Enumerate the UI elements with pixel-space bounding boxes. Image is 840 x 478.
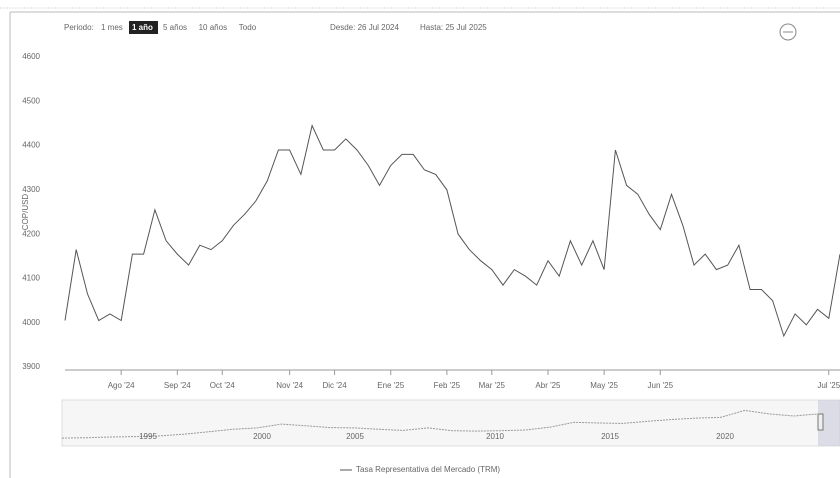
x-tick-label: Nov '24	[276, 381, 303, 390]
range-button[interactable]: 1 mes	[101, 23, 123, 32]
x-tick-label: Ago '24	[108, 381, 135, 390]
export-icon[interactable]	[779, 23, 797, 41]
y-tick-label: 4200	[22, 229, 40, 238]
period-label: Periodo:	[64, 23, 94, 32]
y-axis-title: COP/USD	[21, 194, 30, 231]
y-tick-label: 4300	[22, 185, 40, 194]
range-button[interactable]: 10 años	[199, 23, 227, 32]
range-button[interactable]: Todo	[239, 23, 257, 32]
y-tick-label: 4500	[22, 96, 40, 105]
navigator-label: 2010	[486, 432, 504, 441]
navigator-label: 2015	[601, 432, 619, 441]
x-tick-label: Mar '25	[479, 381, 506, 390]
x-tick-label: Abr '25	[535, 381, 561, 390]
y-tick-label: 3900	[22, 362, 40, 371]
range-button-bg[interactable]	[129, 21, 158, 34]
navigator-label: 2020	[716, 432, 734, 441]
to-date: Hasta: 25 Jul 2025	[420, 23, 487, 32]
x-tick-label: Sep '24	[164, 381, 191, 390]
x-tick-label: May '25	[590, 381, 618, 390]
x-tick-label: Jun '25	[648, 381, 674, 390]
navigator-window[interactable]	[818, 400, 840, 446]
x-tick-label: Oct '24	[210, 381, 236, 390]
y-tick-label: 4100	[22, 274, 40, 283]
from-date: Desde: 26 Jul 2024	[330, 23, 399, 32]
range-button[interactable]: 1 año	[132, 23, 153, 32]
navigator-label: 2005	[346, 432, 364, 441]
navigator-handle[interactable]	[817, 413, 824, 431]
legend-item[interactable]: Tasa Representativa del Mercado (TRM)	[356, 465, 500, 474]
x-tick-label: Jul '25	[817, 381, 840, 390]
range-button[interactable]: 5 años	[163, 23, 187, 32]
navigator-label: 2000	[253, 432, 271, 441]
y-tick-label: 4400	[22, 141, 40, 150]
y-tick-label: 4000	[22, 318, 40, 327]
x-tick-label: Ene '25	[377, 381, 404, 390]
x-tick-label: Dic '24	[322, 381, 347, 390]
y-tick-label: 4600	[22, 52, 40, 61]
line-series	[64, 124, 840, 338]
x-tick-label: Feb '25	[434, 381, 461, 390]
navigator-label: 1995	[139, 432, 157, 441]
navigator-series	[61, 409, 819, 439]
navigator[interactable]	[61, 399, 840, 447]
